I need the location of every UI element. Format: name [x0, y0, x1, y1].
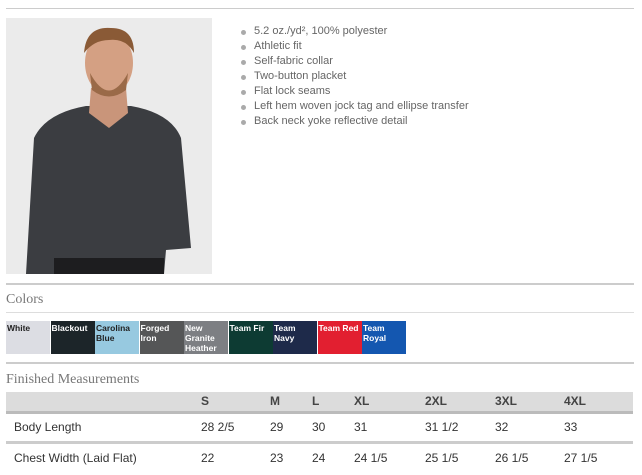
feature-list: 5.2 oz./yd², 100% polyester Athletic fit S… — [238, 24, 469, 129]
divider — [6, 283, 634, 285]
measurement-value: 31 1/2 — [425, 412, 495, 444]
measurement-label: Body Length — [6, 412, 201, 444]
color-swatch[interactable]: Forged Iron — [139, 321, 184, 354]
size-header: L — [312, 392, 354, 414]
color-swatch[interactable]: White — [6, 321, 50, 354]
divider — [6, 362, 634, 364]
colors-heading: Colors — [6, 292, 44, 307]
measurement-value: 25 1/5 — [425, 450, 459, 465]
size-header — [6, 392, 201, 414]
table-row: Chest Width (Laid Flat) 22 23 24 24 1/5 25 1/… — [6, 442, 633, 472]
measurement-value: 24 1/5 — [354, 450, 388, 465]
measurement-value: 31 — [354, 412, 425, 444]
color-swatch[interactable]: Team Royal — [362, 321, 406, 354]
measurement-value: 33 — [564, 412, 633, 444]
color-swatch[interactable]: Team Fir — [228, 321, 273, 354]
color-swatch[interactable]: Blackout — [50, 321, 95, 354]
feature-item: Two-button placket — [238, 69, 469, 84]
table-row: Body Length 28 2/5 29 30 31 31 1/2 32 33 — [6, 412, 633, 444]
color-swatch[interactable]: New Granite Heather — [184, 321, 228, 354]
size-header: 3XL — [495, 392, 564, 414]
measurement-value: 22 — [201, 450, 215, 465]
product-image — [6, 18, 212, 274]
feature-item: Back neck yoke reflective detail — [238, 114, 469, 129]
measurements-heading: Finished Measurements — [6, 372, 140, 387]
measurement-value: 24 — [312, 450, 326, 465]
measurement-value: 23 — [270, 450, 284, 465]
size-header: S — [201, 392, 270, 414]
table-header-row: S M L XL 2XL 3XL 4XL — [6, 392, 633, 414]
measurement-value: 29 — [270, 412, 312, 444]
feature-item: Left hem woven jock tag and ellipse tran… — [238, 99, 469, 114]
feature-item: Self-fabric collar — [238, 54, 469, 69]
measurement-value: 26 1/5 — [495, 450, 529, 465]
feature-item: Flat lock seams — [238, 84, 469, 99]
size-header: 2XL — [425, 392, 495, 414]
color-swatch[interactable]: Team Navy — [273, 321, 317, 354]
color-swatch[interactable]: Carolina Blue — [95, 321, 139, 354]
size-header: M — [270, 392, 312, 414]
color-swatch[interactable]: Team Red — [317, 321, 362, 354]
measurement-value: 27 1/5 — [564, 450, 598, 465]
measurement-value: 32 — [495, 412, 564, 444]
measurement-label: Chest Width (Laid Flat) — [14, 450, 137, 465]
measurement-value: 28 2/5 — [201, 412, 270, 444]
feature-item: Athletic fit — [238, 39, 469, 54]
top-divider — [6, 8, 634, 9]
divider — [6, 312, 634, 313]
size-header: 4XL — [564, 392, 633, 414]
size-header: XL — [354, 392, 425, 414]
measurement-value: 30 — [312, 412, 354, 444]
measurements-table: S M L XL 2XL 3XL 4XL Body Length 28 2/5 29 30 31 31… — [6, 392, 633, 472]
feature-item: 5.2 oz./yd², 100% polyester — [238, 24, 469, 39]
